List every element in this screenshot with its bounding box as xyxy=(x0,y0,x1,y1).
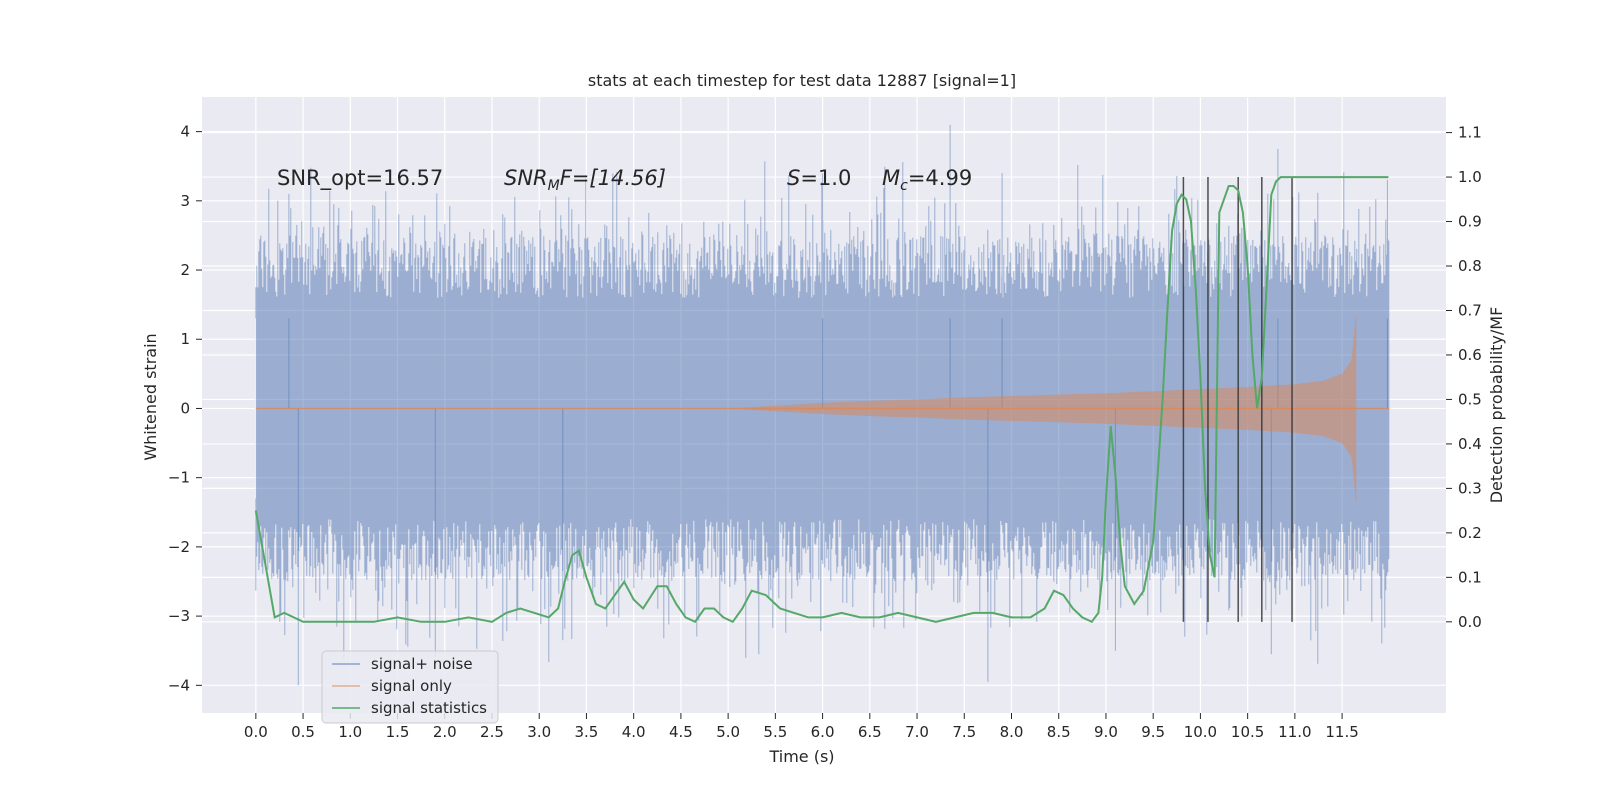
x-tick-label: 6.5 xyxy=(858,723,882,741)
legend-label-signal-only: signal only xyxy=(371,677,452,695)
x-axis-label: Time (s) xyxy=(768,747,834,766)
x-tick-label: 4.0 xyxy=(622,723,646,741)
noise-upper-trace xyxy=(255,124,1390,686)
x-tick-label: 11.0 xyxy=(1278,723,1311,741)
y-tick-label: 0 xyxy=(180,399,190,417)
x-tick-label: 3.5 xyxy=(575,723,599,741)
x-tick-label: 1.0 xyxy=(338,723,362,741)
x-tick-label: 0.5 xyxy=(291,723,315,741)
legend: signal+ noise signal only signal statist… xyxy=(321,650,499,724)
y2-tick-label: 0.4 xyxy=(1458,435,1482,453)
y2-tick-label: 1.0 xyxy=(1458,168,1482,186)
y2-tick-label: 0.5 xyxy=(1458,390,1482,408)
y2-tick-label: 0.0 xyxy=(1458,613,1482,631)
x-tick-label: 9.0 xyxy=(1094,723,1118,741)
x-tick-label: 10.5 xyxy=(1231,723,1264,741)
y2-tick-label: 0.8 xyxy=(1458,257,1482,275)
y2-tick-label: 0.1 xyxy=(1458,568,1482,586)
y-tick-label: −2 xyxy=(168,538,190,556)
x-tick-label: 10.0 xyxy=(1184,723,1217,741)
y2-tick-label: 0.3 xyxy=(1458,479,1482,497)
y-axis-label: Whitened strain xyxy=(141,333,160,460)
mc-annotation: Mc=4.99 xyxy=(882,166,972,194)
y-tick-label: 2 xyxy=(180,261,190,279)
chart-title: stats at each timestep for test data 128… xyxy=(588,71,1016,90)
x-tick-label: 11.5 xyxy=(1325,723,1358,741)
x-tick-label: 9.5 xyxy=(1141,723,1165,741)
legend-box xyxy=(321,650,499,724)
snr-mf-annotation: SNRMF=[14.56] xyxy=(504,166,666,194)
x-tick-label: 4.5 xyxy=(669,723,693,741)
y2-tick-label: 1.1 xyxy=(1458,124,1482,142)
x-tick-label: 5.0 xyxy=(716,723,740,741)
x-tick-label: 1.5 xyxy=(386,723,410,741)
x-tick-label: 8.5 xyxy=(1047,723,1071,741)
x-tick-label: 6.0 xyxy=(811,723,835,741)
signal-statistics-line xyxy=(254,176,1389,624)
x-tick-label: 5.5 xyxy=(763,723,787,741)
y2-axis-label: Detection probability/MF xyxy=(1487,307,1506,504)
x-tick-label: 2.0 xyxy=(433,723,457,741)
x-tick-label: 8.0 xyxy=(1000,723,1024,741)
legend-label-signal-statistics: signal statistics xyxy=(371,699,487,717)
snr-opt-annotation: SNR_opt=16.57 xyxy=(277,166,443,191)
y2-tick-label: 0.7 xyxy=(1458,301,1482,319)
y2-tick-label: 0.6 xyxy=(1458,346,1482,364)
y-tick-label: 1 xyxy=(180,330,190,348)
y2-tick-label: 0.9 xyxy=(1458,213,1482,231)
noise-lower-trace xyxy=(255,498,1390,664)
legend-label-signal-noise: signal+ noise xyxy=(371,655,473,673)
y2-tick-label: 0.2 xyxy=(1458,524,1482,542)
y-tick-label: −3 xyxy=(168,607,190,625)
vertical-markers xyxy=(1182,177,1293,622)
x-tick-label: 7.5 xyxy=(952,723,976,741)
s-annotation: S=1.0 xyxy=(787,166,851,190)
x-tick-label: 7.0 xyxy=(905,723,929,741)
axes: 0.0 0.5 1.0 1.5 2.0 2.5 3.0 3.5 4.0 4.5 5.0 5.5 6.0 6… xyxy=(168,123,1482,741)
y-tick-label: −4 xyxy=(168,676,190,694)
signal-statistics-series xyxy=(254,176,1389,624)
y-tick-label: −1 xyxy=(168,469,190,487)
x-tick-label: 0.0 xyxy=(244,723,268,741)
x-tick-label: 2.5 xyxy=(480,723,504,741)
signal-only-series xyxy=(255,311,1390,506)
y-tick-label: 3 xyxy=(180,192,190,210)
x-tick-label: 3.0 xyxy=(527,723,551,741)
y-tick-label: 4 xyxy=(180,123,190,141)
